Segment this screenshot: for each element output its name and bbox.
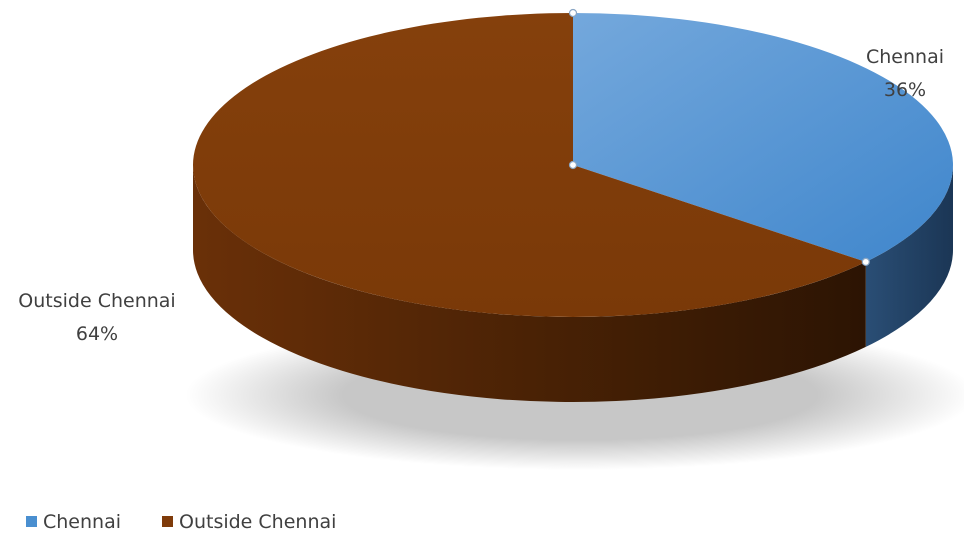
pie-slice-outside-chennai[interactable] bbox=[192, 13, 866, 318]
data-label-value-outside-chennai: 64% bbox=[76, 323, 118, 345]
pie-slice-chennai[interactable] bbox=[573, 13, 953, 262]
pie-side-outside-chennai bbox=[193, 165, 866, 403]
legend-swatch-outside-chennai bbox=[162, 516, 173, 527]
slice-handle[interactable] bbox=[861, 257, 870, 266]
data-label-name-chennai: Chennai bbox=[866, 46, 944, 68]
data-label-value-chennai: 36% bbox=[884, 79, 926, 101]
slice-handle[interactable] bbox=[568, 160, 578, 170]
pie-side-chennai bbox=[865, 165, 953, 347]
data-label-name-outside-chennai: Outside Chennai bbox=[18, 290, 175, 312]
legend-swatch-chennai bbox=[26, 516, 37, 527]
slice-handle[interactable] bbox=[568, 8, 578, 18]
legend-label-outside-chennai: Outside Chennai bbox=[179, 511, 336, 533]
legend-label-chennai: Chennai bbox=[43, 511, 121, 533]
